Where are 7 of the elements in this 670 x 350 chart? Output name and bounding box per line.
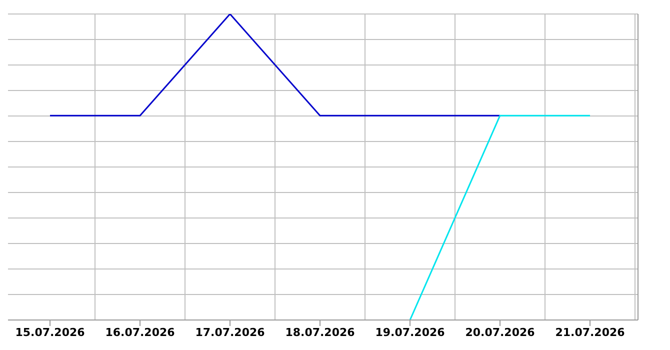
x-tick-label: 20.07.2026 <box>465 326 536 339</box>
x-tick-label: 21.07.2026 <box>555 326 626 339</box>
x-tick-label: 16.07.2026 <box>105 326 176 339</box>
x-tick-label: 18.07.2026 <box>285 326 356 339</box>
x-tick-label: 15.07.2026 <box>15 326 86 339</box>
x-tick-label: 19.07.2026 <box>375 326 446 339</box>
x-tick-label: 17.07.2026 <box>195 326 266 339</box>
